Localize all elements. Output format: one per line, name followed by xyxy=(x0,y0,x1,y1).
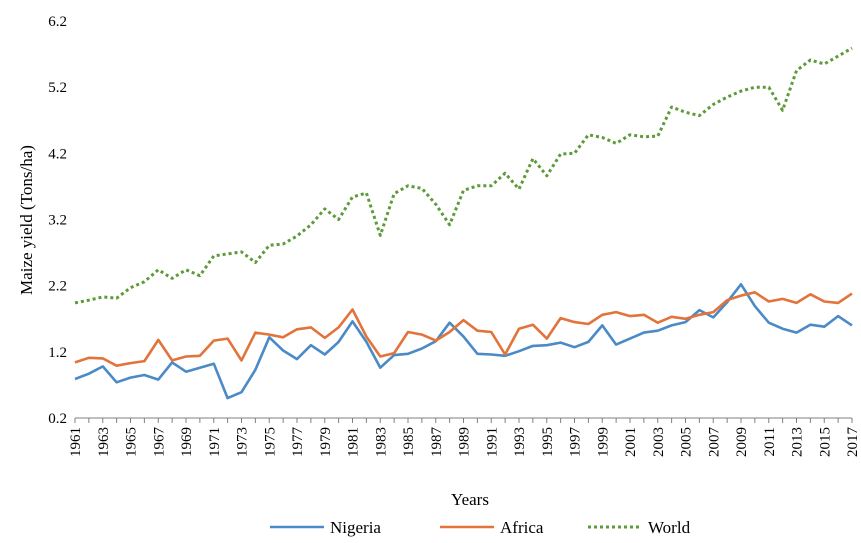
y-tick-label: 3.2 xyxy=(48,213,67,229)
x-tick-label: 2009 xyxy=(734,427,750,457)
x-tick-label: 1987 xyxy=(429,427,445,458)
y-tick-label: 2.2 xyxy=(48,279,67,295)
legend-label-africa: Africa xyxy=(500,518,544,537)
series-line-nigeria xyxy=(74,282,853,400)
x-tick-label: 2017 xyxy=(845,427,861,458)
x-tick-label: 1993 xyxy=(512,427,528,457)
x-tick-label: 1979 xyxy=(318,427,334,457)
legend-label-nigeria: Nigeria xyxy=(330,518,381,537)
x-tick-label: 1991 xyxy=(484,427,500,457)
series-line-africa xyxy=(74,290,853,368)
x-tick-label: 2005 xyxy=(679,427,695,457)
x-tick-label: 1961 xyxy=(68,427,84,457)
y-axis-title-group: Maize yield (Tons/ha) xyxy=(17,145,36,295)
x-tick-label: 1969 xyxy=(179,427,195,457)
x-tick-label: 1999 xyxy=(595,427,611,457)
x-tick-label: 2001 xyxy=(623,427,639,457)
y-axis-title: Maize yield (Tons/ha) xyxy=(17,145,36,295)
legend: Nigeria Africa World xyxy=(270,518,691,537)
x-tick-label: 1973 xyxy=(235,427,251,457)
legend-label-world: World xyxy=(648,518,691,537)
x-tick-label: 1965 xyxy=(124,427,140,457)
x-tick-label: 1971 xyxy=(207,427,223,457)
series-line-world xyxy=(74,46,853,305)
x-tick-label: 1977 xyxy=(290,427,306,458)
y-tick-label: 6.2 xyxy=(48,14,67,30)
x-tick-label: 2015 xyxy=(817,427,833,457)
y-tick-label: 5.2 xyxy=(48,80,67,96)
x-tick-label: 1989 xyxy=(457,427,473,457)
y-tick-label: 4.2 xyxy=(48,146,67,162)
x-tick-label: 1985 xyxy=(401,427,417,457)
x-tick-label: 1983 xyxy=(373,427,389,457)
y-tick-label: 0.2 xyxy=(48,411,67,427)
x-tick-label: 1997 xyxy=(568,427,584,458)
x-tick-label: 2011 xyxy=(762,427,778,456)
y-tick-label: 1.2 xyxy=(48,345,67,361)
series-lines xyxy=(74,46,853,400)
x-axis-title: Years xyxy=(451,490,489,509)
x-tick-label: 1975 xyxy=(262,427,278,457)
x-tick-label: 1963 xyxy=(96,427,112,457)
x-tick-label: 1995 xyxy=(540,427,556,457)
x-tick-label: 2007 xyxy=(706,427,722,458)
x-tick-label: 1967 xyxy=(151,427,167,458)
y-tick-labels: 0.2 1.2 2.2 3.2 4.2 5.2 6.2 xyxy=(48,14,67,427)
x-tick-labels: 1961 1963 1965 1967 1969 1971 1973 1975 1977 1979… xyxy=(68,418,861,457)
x-tick-label: 2003 xyxy=(651,427,667,457)
x-tick-label: 1981 xyxy=(346,427,362,457)
x-tick-label: 2013 xyxy=(790,427,806,457)
